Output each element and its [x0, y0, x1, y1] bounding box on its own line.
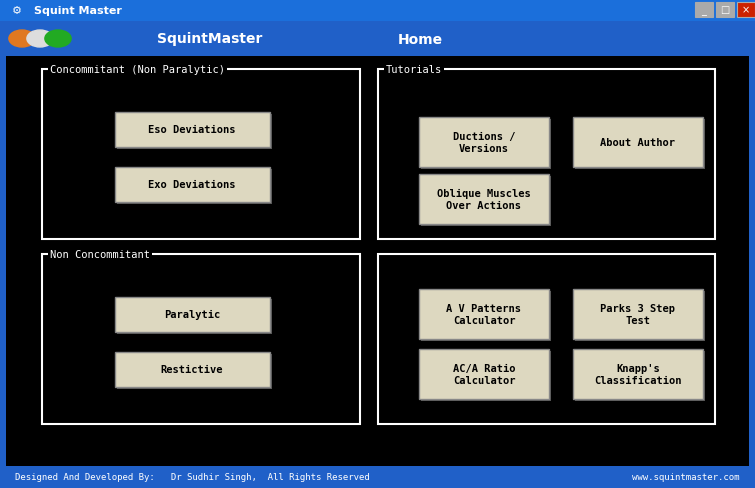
- Text: Exo Deviations: Exo Deviations: [148, 180, 236, 190]
- FancyBboxPatch shape: [421, 177, 551, 226]
- FancyBboxPatch shape: [115, 297, 270, 332]
- FancyBboxPatch shape: [421, 351, 551, 401]
- Text: Home: Home: [397, 32, 442, 46]
- FancyBboxPatch shape: [116, 114, 272, 149]
- FancyBboxPatch shape: [0, 0, 755, 22]
- Circle shape: [9, 31, 35, 48]
- Text: Squint Master: Squint Master: [34, 6, 122, 16]
- FancyBboxPatch shape: [115, 352, 270, 386]
- Circle shape: [27, 31, 53, 48]
- Text: About Author: About Author: [600, 138, 676, 148]
- Text: Ductions /
Versions: Ductions / Versions: [453, 132, 515, 154]
- FancyBboxPatch shape: [42, 254, 360, 424]
- FancyBboxPatch shape: [419, 118, 549, 168]
- Text: Designed And Developed By:   Dr Sudhir Singh,  All Rights Reserved: Designed And Developed By: Dr Sudhir Sin…: [15, 472, 370, 482]
- Text: www.squintmaster.com: www.squintmaster.com: [633, 472, 740, 482]
- Text: A V Patterns
Calculator: A V Patterns Calculator: [446, 304, 522, 325]
- Text: _: _: [701, 5, 707, 16]
- FancyBboxPatch shape: [115, 112, 270, 147]
- FancyBboxPatch shape: [695, 3, 713, 18]
- Text: Concommitant (Non Paralytic): Concommitant (Non Paralytic): [50, 65, 225, 75]
- FancyBboxPatch shape: [6, 57, 749, 466]
- FancyBboxPatch shape: [115, 167, 270, 202]
- FancyBboxPatch shape: [0, 22, 755, 57]
- FancyBboxPatch shape: [419, 349, 549, 399]
- FancyBboxPatch shape: [575, 351, 705, 401]
- Text: AC/A Ratio
Calculator: AC/A Ratio Calculator: [453, 364, 515, 385]
- Text: SquintMaster: SquintMaster: [157, 32, 263, 46]
- FancyBboxPatch shape: [737, 3, 755, 18]
- FancyBboxPatch shape: [419, 175, 549, 224]
- Text: Paralytic: Paralytic: [164, 309, 220, 319]
- Text: Knapp's
Classification: Knapp's Classification: [594, 364, 682, 385]
- Text: Non Concommitant: Non Concommitant: [50, 249, 150, 260]
- FancyBboxPatch shape: [573, 289, 703, 339]
- Text: Oblique Muscles
Over Actions: Oblique Muscles Over Actions: [437, 189, 531, 210]
- FancyBboxPatch shape: [573, 349, 703, 399]
- FancyBboxPatch shape: [116, 299, 272, 334]
- Circle shape: [45, 31, 71, 48]
- FancyBboxPatch shape: [421, 291, 551, 341]
- FancyBboxPatch shape: [116, 354, 272, 389]
- FancyBboxPatch shape: [419, 289, 549, 339]
- Text: Restictive: Restictive: [161, 364, 223, 374]
- Text: Parks 3 Step
Test: Parks 3 Step Test: [600, 304, 676, 325]
- FancyBboxPatch shape: [575, 291, 705, 341]
- FancyBboxPatch shape: [116, 169, 272, 204]
- Text: □: □: [720, 5, 729, 16]
- FancyBboxPatch shape: [378, 254, 715, 424]
- FancyBboxPatch shape: [573, 118, 703, 168]
- FancyBboxPatch shape: [0, 466, 755, 488]
- FancyBboxPatch shape: [716, 3, 734, 18]
- FancyBboxPatch shape: [421, 120, 551, 170]
- FancyBboxPatch shape: [42, 70, 360, 240]
- Text: Eso Deviations: Eso Deviations: [148, 125, 236, 135]
- FancyBboxPatch shape: [575, 120, 705, 170]
- FancyBboxPatch shape: [378, 70, 715, 240]
- Text: Tutorials: Tutorials: [386, 65, 442, 75]
- Text: ⚙: ⚙: [12, 6, 22, 16]
- Text: ×: ×: [742, 5, 750, 16]
